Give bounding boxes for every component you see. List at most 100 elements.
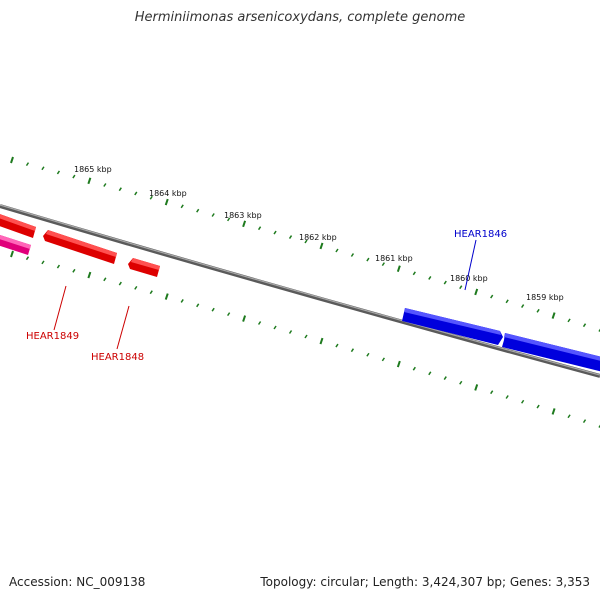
minor-tick <box>41 166 45 171</box>
scale-label-1861: 1861 kbp <box>375 254 413 263</box>
gene-hear1848[interactable] <box>128 258 160 277</box>
minor-tick <box>536 308 540 313</box>
major-tick <box>319 242 324 250</box>
minor-tick <box>459 380 463 385</box>
minor-tick <box>490 294 494 299</box>
minor-tick <box>134 285 138 290</box>
minor-tick <box>25 162 30 167</box>
minor-tick <box>567 318 571 323</box>
major-tick <box>10 156 14 164</box>
hear1846-leader-line <box>464 239 477 291</box>
major-tick <box>242 315 247 322</box>
hear1848-leader-line <box>116 305 130 350</box>
inner-tick-row <box>10 250 600 428</box>
minor-tick <box>56 170 61 175</box>
minor-tick <box>180 204 184 209</box>
scale-label-1862: 1862 kbp <box>299 233 337 242</box>
minor-tick <box>350 348 355 353</box>
minor-tick <box>381 357 385 362</box>
minor-tick <box>459 285 463 290</box>
minor-tick <box>428 371 432 376</box>
minor-tick <box>41 260 45 265</box>
genome-summary-text: Topology: circular; Length: 3,424,307 bp… <box>260 575 590 589</box>
minor-tick <box>428 275 432 280</box>
minor-tick <box>536 404 540 409</box>
major-tick <box>87 177 92 185</box>
minor-tick <box>273 325 277 330</box>
gene-pink[interactable] <box>0 233 31 255</box>
minor-tick <box>304 334 308 339</box>
major-tick <box>551 312 556 319</box>
minor-tick <box>257 226 262 231</box>
minor-tick <box>227 217 231 222</box>
major-tick <box>474 384 479 391</box>
major-tick <box>474 288 479 296</box>
major-tick <box>87 271 92 279</box>
scale-label-1860: 1860 kbp <box>450 274 488 283</box>
minor-tick <box>196 208 200 213</box>
gene-hear1849[interactable] <box>43 230 117 264</box>
minor-tick <box>521 399 525 404</box>
gene-hear1846[interactable] <box>402 308 503 345</box>
minor-tick <box>412 366 416 371</box>
major-tick <box>551 408 556 415</box>
hear1849-leader-line <box>53 285 67 331</box>
minor-tick <box>366 257 370 262</box>
minor-tick <box>288 235 293 239</box>
minor-tick <box>582 323 587 328</box>
minor-tick <box>505 395 509 399</box>
minor-tick <box>598 424 600 428</box>
major-tick <box>10 250 14 258</box>
genome-backbone <box>0 204 600 378</box>
minor-tick <box>366 352 370 357</box>
minor-tick <box>118 187 122 192</box>
gene-label-hear1849[interactable]: HEAR1849 <box>26 331 79 342</box>
minor-tick <box>56 264 61 269</box>
minor-tick <box>103 277 107 282</box>
minor-tick <box>25 256 30 261</box>
minor-tick <box>490 390 494 395</box>
scale-label-1865: 1865 kbp <box>74 165 112 174</box>
major-tick <box>319 337 324 345</box>
minor-tick <box>72 268 76 273</box>
minor-tick <box>149 195 153 200</box>
minor-tick <box>103 183 107 187</box>
gene-red-1[interactable] <box>0 212 36 238</box>
gene-label-hear1846[interactable]: HEAR1846 <box>454 229 507 240</box>
gene-blue-2[interactable] <box>502 333 600 372</box>
scale-label-1864: 1864 kbp <box>149 189 187 198</box>
minor-tick <box>521 304 525 308</box>
minor-tick <box>227 312 231 317</box>
minor-tick <box>273 230 277 235</box>
minor-tick <box>196 303 200 308</box>
minor-tick <box>288 330 293 334</box>
genome-backbone-highlight <box>0 204 600 376</box>
gene-label-hear1848[interactable]: HEAR1848 <box>91 352 144 363</box>
scale-label-1859: 1859 kbp <box>526 293 564 302</box>
major-tick <box>242 220 247 228</box>
major-tick <box>164 198 169 206</box>
minor-tick <box>350 253 355 257</box>
minor-tick <box>134 191 138 196</box>
minor-tick <box>149 290 153 295</box>
minor-tick <box>72 174 76 179</box>
minor-tick <box>412 271 416 276</box>
minor-tick <box>443 376 447 380</box>
outer-tick-row <box>10 156 600 332</box>
minor-tick <box>582 419 587 424</box>
minor-tick <box>211 213 215 217</box>
major-tick <box>396 265 401 273</box>
minor-tick <box>304 239 308 244</box>
minor-tick <box>567 414 571 419</box>
scale-label-1863: 1863 kbp <box>224 211 262 220</box>
minor-tick <box>335 248 339 253</box>
accession-text: Accession: NC_009138 <box>9 575 146 589</box>
minor-tick <box>505 299 509 304</box>
minor-tick <box>381 262 385 267</box>
minor-tick <box>180 298 184 303</box>
minor-tick <box>211 307 215 312</box>
minor-tick <box>443 280 447 285</box>
page-title: Herminiimonas arsenicoxydans, complete g… <box>134 10 466 25</box>
